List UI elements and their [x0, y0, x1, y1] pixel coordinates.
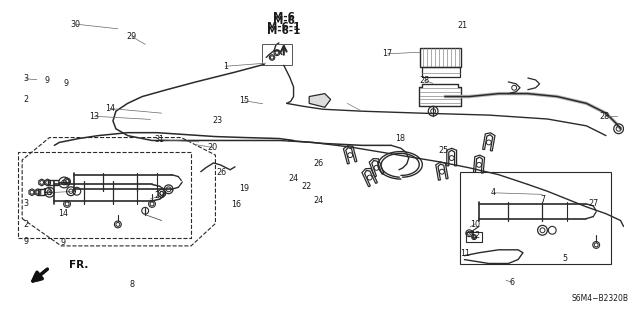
- Text: 10: 10: [470, 220, 480, 228]
- Text: 13: 13: [89, 112, 99, 121]
- Text: 11: 11: [461, 249, 470, 258]
- Text: M-6: M-6: [273, 16, 295, 26]
- Text: 22: 22: [301, 182, 311, 191]
- Text: 9: 9: [64, 79, 69, 88]
- Text: 26: 26: [217, 168, 227, 177]
- Text: 24: 24: [314, 196, 324, 205]
- Text: 24: 24: [289, 174, 299, 183]
- Text: 4: 4: [491, 188, 496, 197]
- Text: M-6: M-6: [273, 12, 295, 22]
- Text: 13: 13: [42, 188, 52, 197]
- Polygon shape: [309, 94, 330, 107]
- Text: 2: 2: [23, 95, 28, 104]
- Bar: [263, 44, 291, 65]
- Text: 5: 5: [563, 254, 568, 263]
- Text: 7: 7: [541, 195, 546, 204]
- Text: 26: 26: [314, 159, 324, 168]
- Text: 9: 9: [23, 237, 28, 246]
- Text: 29: 29: [127, 32, 137, 41]
- Text: 9: 9: [61, 238, 66, 247]
- Text: 29: 29: [155, 191, 165, 200]
- Bar: [422, 67, 459, 77]
- Text: 14: 14: [58, 209, 68, 218]
- Text: 28: 28: [420, 76, 430, 85]
- Text: M-6-1: M-6-1: [267, 22, 300, 32]
- Text: 28: 28: [599, 112, 610, 121]
- Text: 30: 30: [70, 20, 81, 28]
- Text: 8: 8: [129, 280, 134, 290]
- Text: 3: 3: [23, 199, 28, 208]
- Text: 16: 16: [231, 200, 242, 209]
- Text: FR.: FR.: [69, 260, 88, 270]
- Text: M-6-1: M-6-1: [267, 26, 300, 36]
- Text: S6M4−B2320B: S6M4−B2320B: [572, 294, 629, 303]
- Text: 31: 31: [155, 135, 165, 144]
- Text: 19: 19: [239, 184, 249, 193]
- Text: 20: 20: [208, 143, 218, 152]
- Text: 15: 15: [239, 96, 249, 105]
- Text: 23: 23: [213, 116, 223, 125]
- Text: 6: 6: [510, 278, 514, 287]
- Bar: [420, 48, 461, 67]
- Text: 9: 9: [45, 76, 50, 85]
- Text: 2: 2: [23, 220, 28, 228]
- Text: 21: 21: [458, 21, 467, 30]
- Text: 18: 18: [395, 134, 405, 143]
- Text: 17: 17: [382, 49, 392, 58]
- Bar: [459, 172, 611, 264]
- Text: 25: 25: [438, 146, 449, 155]
- Text: 1: 1: [223, 62, 227, 71]
- Text: 14: 14: [105, 104, 115, 113]
- Text: 12: 12: [470, 231, 480, 240]
- Text: 3: 3: [23, 74, 28, 83]
- Text: 27: 27: [588, 199, 598, 208]
- Bar: [466, 232, 482, 242]
